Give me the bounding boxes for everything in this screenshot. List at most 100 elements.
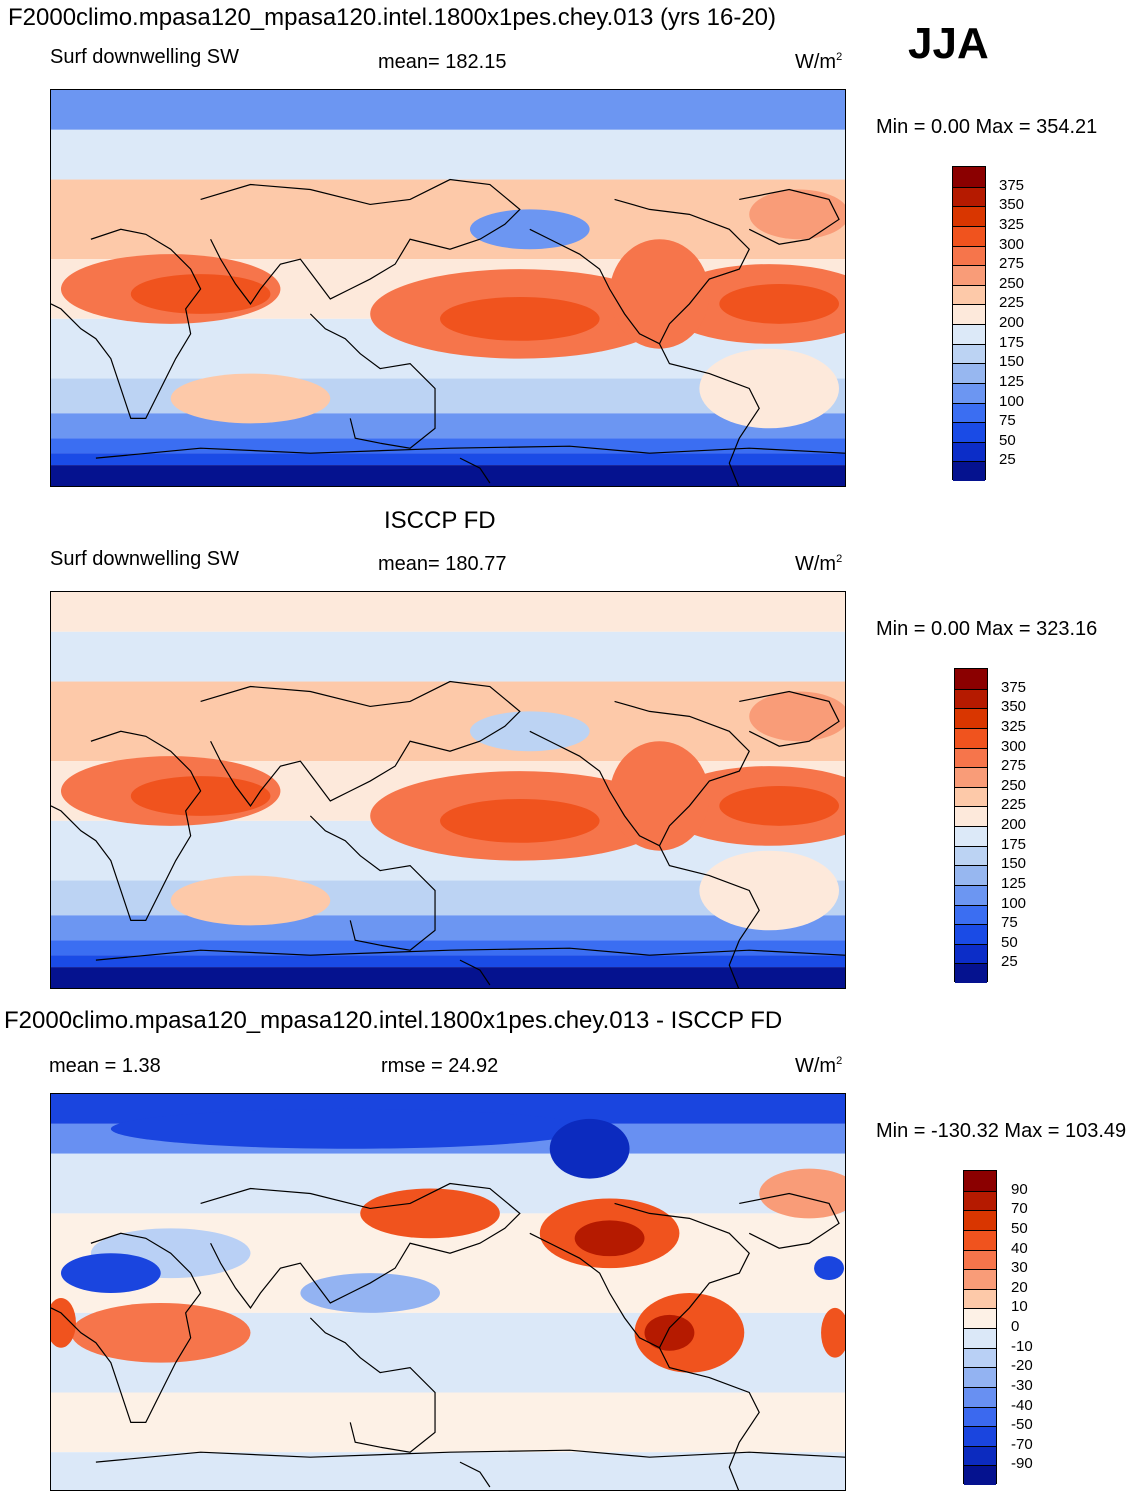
field-contour — [609, 239, 710, 349]
colorbar-swatch — [964, 1210, 996, 1230]
coastline — [309, 1317, 436, 1453]
panel2-field-svg — [51, 592, 845, 988]
colorbar-label: 375 — [999, 176, 1025, 194]
colorbar-label: 375 — [1001, 678, 1027, 696]
coastline — [95, 947, 845, 961]
colorbar-label: -40 — [1011, 1396, 1033, 1414]
colorbar-swatch — [964, 1328, 996, 1348]
colorbar-swatch — [953, 461, 985, 481]
field-contour — [699, 348, 840, 429]
colorbar-swatch — [964, 1347, 996, 1368]
colorbar-label: 50 — [1011, 1219, 1028, 1237]
colorbar-swatch — [964, 1288, 996, 1309]
colorbar-swatch — [953, 304, 985, 324]
field-contour — [574, 1220, 645, 1257]
field-band — [51, 129, 845, 180]
colorbar-swatch — [953, 422, 985, 442]
panel1-map — [50, 89, 846, 487]
season-label: JJA — [908, 19, 989, 68]
colorbar-swatch — [955, 865, 987, 885]
field-contour — [440, 798, 600, 843]
panel2-unit: W/m2 — [795, 553, 843, 575]
coastline — [739, 1192, 840, 1249]
field-band — [51, 955, 845, 968]
colorbar-swatch — [955, 924, 987, 944]
colorbar-label: 30 — [1011, 1259, 1028, 1277]
field-band — [51, 453, 845, 466]
colorbar-label: 175 — [999, 333, 1025, 351]
field-band — [51, 592, 845, 632]
field-contour — [440, 296, 600, 341]
colorbar-label: 325 — [1001, 717, 1027, 735]
field-contour — [300, 1273, 441, 1313]
colorbar-label: 350 — [999, 196, 1025, 214]
colorbar-swatch — [964, 1406, 996, 1427]
colorbar-swatch — [955, 669, 987, 689]
coastline — [529, 228, 660, 345]
colorbar-label: 200 — [1001, 816, 1027, 833]
panel2-colorbar-labels: 375 350 325 300 275 250 225 200 175 150 125 100 75 50… — [1001, 668, 1061, 982]
colorbar-label: 275 — [1001, 757, 1027, 775]
field-band — [51, 1392, 845, 1453]
coastline — [739, 690, 840, 747]
field-contour — [814, 1256, 845, 1281]
panel3-minmax: Min = -130.32 Max = 103.49 — [876, 1120, 1127, 1142]
colorbar-swatch — [955, 845, 987, 866]
coastline — [459, 457, 491, 484]
coastline — [51, 730, 202, 921]
field-band — [51, 465, 845, 486]
panel2-mean: mean= 180.77 — [378, 553, 507, 575]
colorbar-label: 200 — [999, 314, 1025, 331]
colorbar-label: 250 — [999, 274, 1025, 292]
colorbar-label: -20 — [1011, 1357, 1033, 1375]
colorbar-swatch — [953, 324, 985, 344]
panel1-minmax: Min = 0.00 Max = 354.21 — [876, 116, 1098, 138]
field-band — [51, 413, 845, 439]
coastline — [95, 445, 845, 459]
colorbar-swatch — [964, 1308, 996, 1328]
colorbar-label: 350 — [1001, 698, 1027, 716]
field-band — [51, 631, 845, 682]
colorbar-label: -10 — [1011, 1337, 1033, 1355]
colorbar-swatch — [953, 441, 985, 462]
colorbar-label: -30 — [1011, 1376, 1033, 1394]
field-contour — [609, 741, 710, 851]
colorbar-swatch — [964, 1269, 996, 1289]
colorbar-label: 50 — [999, 431, 1016, 449]
field-band — [51, 90, 845, 130]
field-contour — [170, 875, 331, 926]
field-band — [51, 681, 845, 762]
colorbar-label: 10 — [1011, 1298, 1028, 1316]
colorbar-label: 300 — [1001, 737, 1027, 755]
coastline — [200, 680, 521, 807]
colorbar-label: 75 — [999, 412, 1016, 430]
colorbar-label: 150 — [999, 353, 1025, 371]
colorbar-swatch — [964, 1190, 996, 1211]
colorbar-label: 275 — [999, 255, 1025, 273]
colorbar-label: 250 — [1001, 776, 1027, 794]
coastline — [614, 198, 760, 486]
coastline — [529, 1232, 660, 1349]
colorbar-swatch — [955, 747, 987, 768]
panel3-field-svg — [51, 1094, 845, 1490]
colorbar-swatch — [964, 1229, 996, 1250]
colorbar-label: 70 — [1011, 1200, 1028, 1218]
field-contour — [110, 1108, 590, 1149]
panel2-colorbar — [954, 668, 988, 983]
colorbar-swatch — [955, 688, 987, 709]
panel3-unit: W/m2 — [795, 1055, 843, 1077]
field-band — [51, 915, 845, 941]
colorbar-swatch — [953, 265, 985, 285]
coastline — [459, 959, 491, 986]
coastline — [529, 730, 660, 847]
panel3-colorbar-labels: 90 70 50 40 30 20 10 0 -10 -20 -30 -40 -50 -70 -90 — [1011, 1170, 1071, 1484]
panel2-map — [50, 591, 846, 989]
panel1-colorbar-labels: 375 350 325 300 275 250 225 200 175 150 125 100 75 50… — [999, 166, 1059, 480]
colorbar-label: -70 — [1011, 1435, 1033, 1453]
colorbar-label: 20 — [1011, 1278, 1028, 1296]
colorbar-swatch — [953, 382, 985, 403]
colorbar-swatch — [955, 708, 987, 728]
colorbar-swatch — [955, 884, 987, 905]
panel3-map — [50, 1093, 846, 1491]
field-contour — [469, 711, 590, 752]
